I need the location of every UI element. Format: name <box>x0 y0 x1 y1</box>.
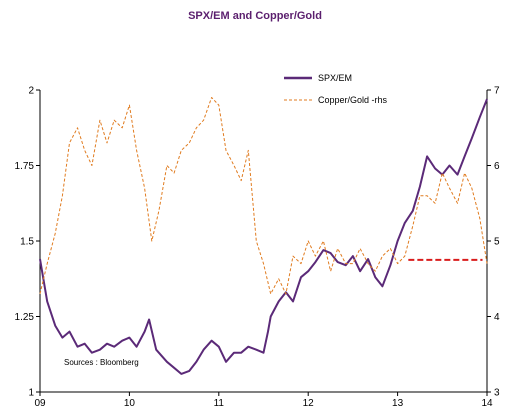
x-axis: 09 10 11 12 13 14 <box>34 392 493 409</box>
left-tick-label: 1.25 <box>15 312 35 323</box>
legend: SPX/EM Copper/Gold -rhs <box>284 73 388 105</box>
right-tick-label: 7 <box>494 86 500 97</box>
series-lines <box>39 97 488 375</box>
right-tick-label: 3 <box>494 388 500 399</box>
right-tick-label: 4 <box>494 312 500 323</box>
left-tick-label: 1 <box>28 388 34 399</box>
x-tick-label: 11 <box>214 398 225 409</box>
left-tick-label: 1.75 <box>15 161 35 172</box>
chart-title: SPX/EM and Copper/Gold <box>188 10 322 22</box>
x-tick-label: 10 <box>124 398 136 409</box>
left-tick-label: 1.5 <box>20 237 34 248</box>
series-line-copper-gold <box>39 97 488 295</box>
right-tick-label: 5 <box>494 237 500 248</box>
right-axis: 3 4 5 6 7 <box>487 86 500 399</box>
x-tick-label: 13 <box>392 398 404 409</box>
legend-label-copper-gold: Copper/Gold -rhs <box>318 95 388 105</box>
source-note: Sources : Bloomberg <box>64 358 139 367</box>
legend-label-spx-em: SPX/EM <box>318 73 352 83</box>
x-tick-label: 12 <box>303 398 315 409</box>
x-tick-label: 09 <box>34 398 46 409</box>
series-line-spx-em <box>39 98 488 375</box>
left-axis: 1 1.25 1.5 1.75 2 <box>15 86 40 399</box>
x-tick-label: 14 <box>481 398 493 409</box>
plot-area <box>39 90 488 393</box>
left-tick-label: 2 <box>28 86 34 97</box>
right-tick-label: 6 <box>494 161 500 172</box>
